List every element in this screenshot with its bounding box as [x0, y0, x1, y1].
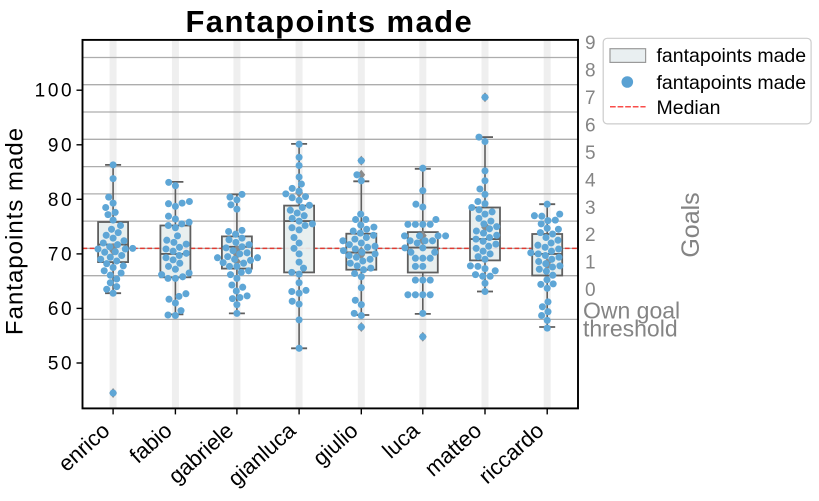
svg-text:Fantapoints made: Fantapoints made — [185, 4, 473, 39]
svg-text:fantapoints made: fantapoints made — [657, 45, 807, 67]
svg-text:7: 7 — [585, 88, 596, 109]
svg-text:60: 60 — [48, 299, 74, 320]
svg-text:3: 3 — [585, 198, 596, 219]
svg-text:Goals: Goals — [677, 192, 705, 257]
svg-text:1: 1 — [585, 253, 596, 274]
svg-text:9: 9 — [585, 33, 596, 54]
svg-text:Own goal: Own goal — [583, 298, 680, 324]
svg-text:Fantapoints made: Fantapoints made — [2, 127, 29, 335]
svg-text:6: 6 — [585, 115, 596, 136]
svg-text:fantapoints made: fantapoints made — [657, 72, 807, 94]
svg-text:90: 90 — [48, 135, 74, 156]
svg-text:Median: Median — [657, 97, 721, 119]
svg-text:threshold: threshold — [583, 315, 678, 341]
svg-text:8: 8 — [585, 61, 596, 82]
svg-text:50: 50 — [48, 354, 74, 375]
svg-text:5: 5 — [585, 143, 596, 164]
svg-text:4: 4 — [585, 170, 596, 191]
svg-text:0: 0 — [585, 280, 596, 301]
svg-text:2: 2 — [585, 225, 596, 246]
svg-text:80: 80 — [48, 190, 74, 211]
svg-text:70: 70 — [48, 244, 74, 265]
svg-text:100: 100 — [35, 81, 75, 102]
